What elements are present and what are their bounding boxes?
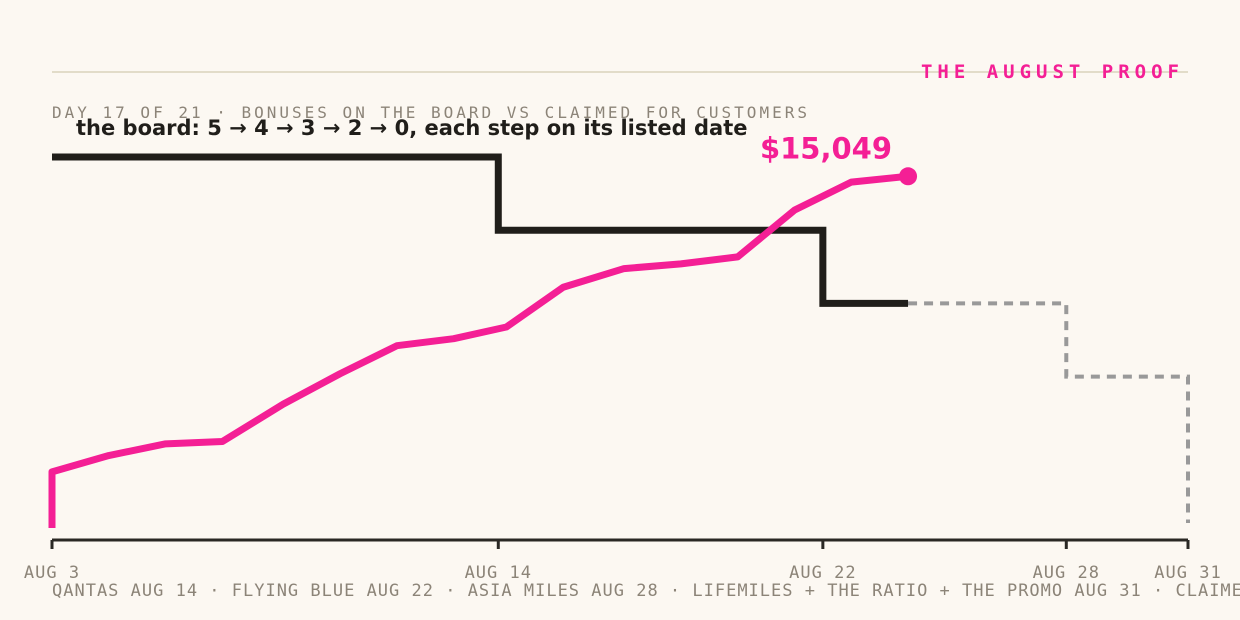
board-step-line — [52, 153, 909, 307]
claimed-line — [48, 172, 909, 528]
chart-subtitle: DAY 17 OF 21 · BONUSES ON THE BOARD VS C… — [52, 103, 810, 122]
x-tick-label: AUG 22 — [789, 563, 856, 583]
claimed-end-point — [899, 167, 918, 186]
x-tick-label: AUG 14 — [465, 563, 532, 583]
x-tick-label: AUG 3 — [24, 563, 80, 583]
chart-marks: $15,049 AUG 3 AUG 14 AUG 22 AUG 28 AUG 31 — [24, 131, 1221, 583]
x-tick-label: AUG 31 — [1154, 563, 1221, 583]
x-tick-label: AUG 28 — [1033, 563, 1100, 583]
claimed-end-label: $15,049 — [760, 131, 892, 165]
board-annotation: the board: 5 → 4 → 3 → 2 → 0, each step … — [76, 116, 747, 140]
chart-title: THE AUGUST PROOF — [921, 61, 1184, 83]
chart-footer: QANTAS AUG 14 · FLYING BLUE AUG 22 · ASI… — [52, 581, 1240, 601]
board-projected-line — [908, 301, 1190, 523]
